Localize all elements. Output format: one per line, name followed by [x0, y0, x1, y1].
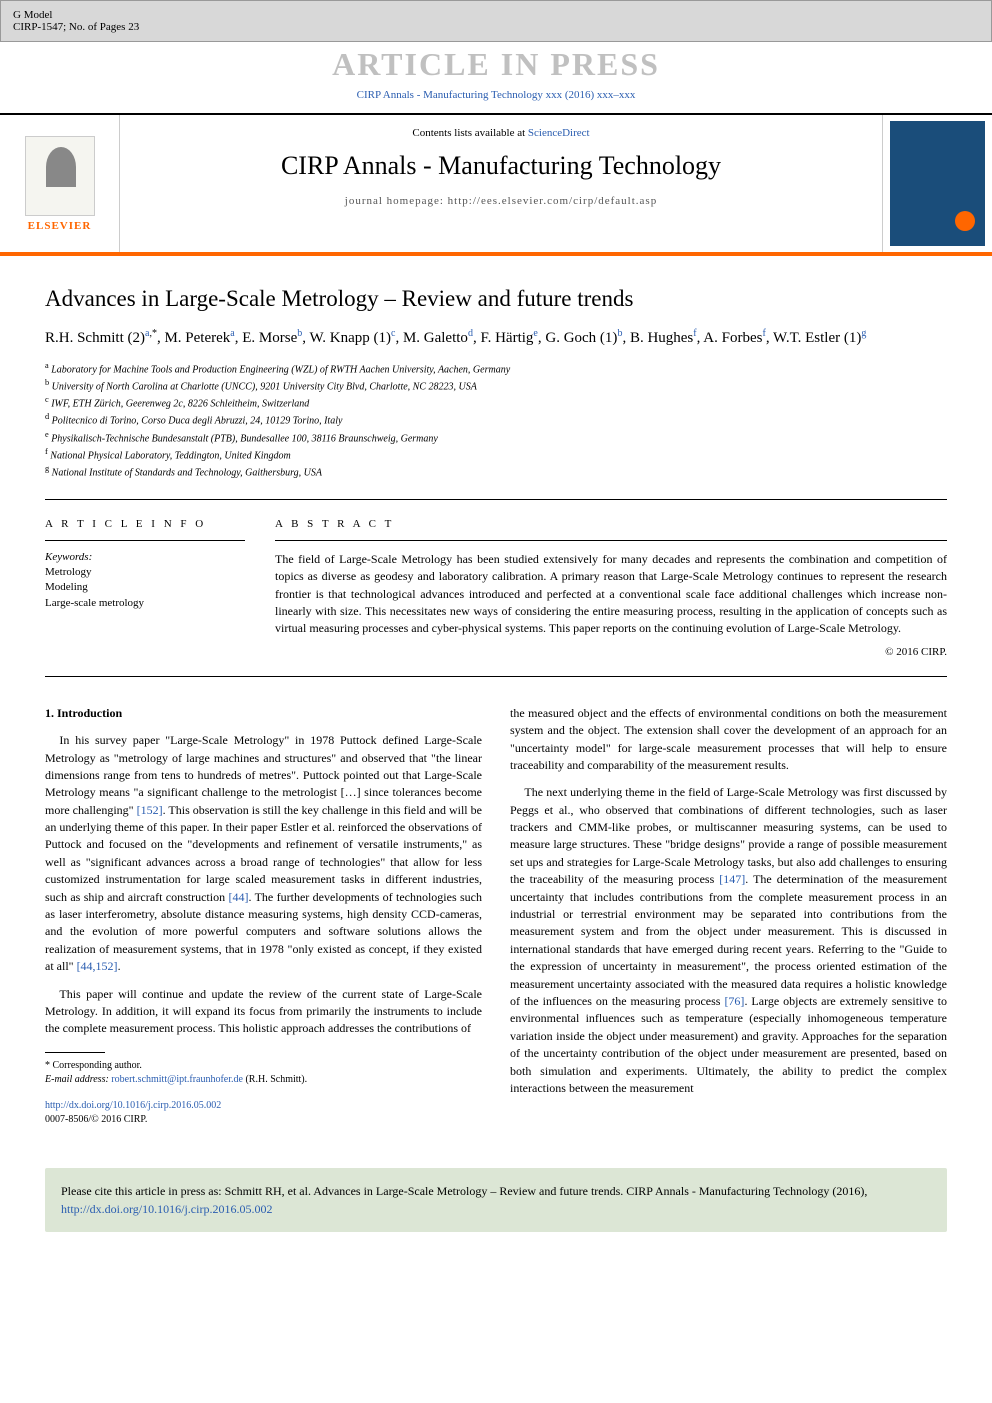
- keywords-label: Keywords:: [45, 551, 245, 563]
- divider: [45, 676, 947, 677]
- homepage-line: journal homepage: http://ees.elsevier.co…: [132, 195, 870, 207]
- left-column: 1. Introduction In his survey paper "Lar…: [45, 705, 482, 1128]
- elsevier-text: ELSEVIER: [28, 220, 92, 232]
- affiliations-block: a Laboratory for Machine Tools and Produ…: [45, 360, 947, 481]
- divider: [45, 499, 947, 500]
- paragraph: the measured object and the effects of e…: [510, 705, 947, 775]
- gmodel-block: G Model CIRP-1547; No. of Pages 23: [13, 9, 139, 33]
- abstract-text: The field of Large-Scale Metrology has b…: [275, 551, 947, 638]
- cite-box: Please cite this article in press as: Sc…: [45, 1168, 947, 1232]
- doi-block: http://dx.doi.org/10.1016/j.cirp.2016.05…: [45, 1099, 482, 1128]
- sciencedirect-link[interactable]: ScienceDirect: [528, 127, 590, 139]
- ref-link[interactable]: [44,152]: [77, 959, 118, 973]
- doc-id: CIRP-1547; No. of Pages 23: [13, 21, 139, 33]
- cite-doi-link[interactable]: http://dx.doi.org/10.1016/j.cirp.2016.05…: [61, 1202, 272, 1216]
- doi-link[interactable]: http://dx.doi.org/10.1016/j.cirp.2016.05…: [45, 1100, 221, 1111]
- abstract-col: A B S T R A C T The field of Large-Scale…: [275, 518, 947, 658]
- email-link[interactable]: robert.schmitt@ipt.fraunhofer.de: [111, 1074, 243, 1085]
- journal-banner: ELSEVIER Contents lists available at Sci…: [0, 113, 992, 256]
- journal-ref-line: CIRP Annals - Manufacturing Technology x…: [0, 85, 992, 113]
- article-body: Advances in Large-Scale Metrology – Revi…: [0, 256, 992, 1148]
- article-title: Advances in Large-Scale Metrology – Revi…: [45, 286, 947, 312]
- article-info-col: A R T I C L E I N F O Keywords: Metrolog…: [45, 518, 245, 658]
- contents-line: Contents lists available at ScienceDirec…: [132, 127, 870, 139]
- cover-thumbnail: [882, 115, 992, 252]
- header-bar: G Model CIRP-1547; No. of Pages 23: [0, 0, 992, 42]
- divider: [45, 540, 245, 541]
- paragraph: In his survey paper "Large-Scale Metrolo…: [45, 732, 482, 975]
- authors-line: R.H. Schmitt (2)a,*, M. Petereka, E. Mor…: [45, 326, 947, 350]
- footnote-separator: [45, 1052, 105, 1053]
- ref-link[interactable]: [152]: [137, 803, 163, 817]
- keywords-list: MetrologyModelingLarge-scale metrology: [45, 565, 245, 611]
- article-in-press-banner: ARTICLE IN PRESS: [0, 42, 992, 85]
- section-heading: 1. Introduction: [45, 705, 482, 722]
- paragraph: The next underlying theme in the field o…: [510, 784, 947, 1097]
- elsevier-logo-block: ELSEVIER: [0, 115, 120, 252]
- right-column: the measured object and the effects of e…: [510, 705, 947, 1128]
- copyright-line: © 2016 CIRP.: [275, 646, 947, 658]
- divider: [275, 540, 947, 541]
- ref-link[interactable]: [147]: [719, 872, 745, 886]
- ref-link[interactable]: [76]: [724, 994, 744, 1008]
- abstract-heading: A B S T R A C T: [275, 518, 947, 530]
- journal-name: CIRP Annals - Manufacturing Technology: [132, 151, 870, 181]
- banner-center: Contents lists available at ScienceDirec…: [120, 115, 882, 252]
- email-line: E-mail address: robert.schmitt@ipt.fraun…: [45, 1073, 482, 1087]
- gmodel-label: G Model: [13, 9, 139, 21]
- cite-text: Please cite this article in press as: Sc…: [61, 1184, 867, 1198]
- elsevier-tree-icon: [25, 136, 95, 216]
- article-info-heading: A R T I C L E I N F O: [45, 518, 245, 530]
- contents-prefix: Contents lists available at: [412, 127, 527, 139]
- info-abstract-row: A R T I C L E I N F O Keywords: Metrolog…: [45, 518, 947, 658]
- content-columns: 1. Introduction In his survey paper "Lar…: [45, 705, 947, 1128]
- email-suffix: (R.H. Schmitt).: [243, 1074, 307, 1085]
- corresponding-author: * Corresponding author.: [45, 1059, 482, 1073]
- email-label: E-mail address:: [45, 1074, 111, 1085]
- cover-image: [890, 121, 985, 246]
- paragraph: This paper will continue and update the …: [45, 986, 482, 1038]
- ref-link[interactable]: [44]: [228, 890, 248, 904]
- issn-line: 0007-8506/© 2016 CIRP.: [45, 1114, 147, 1125]
